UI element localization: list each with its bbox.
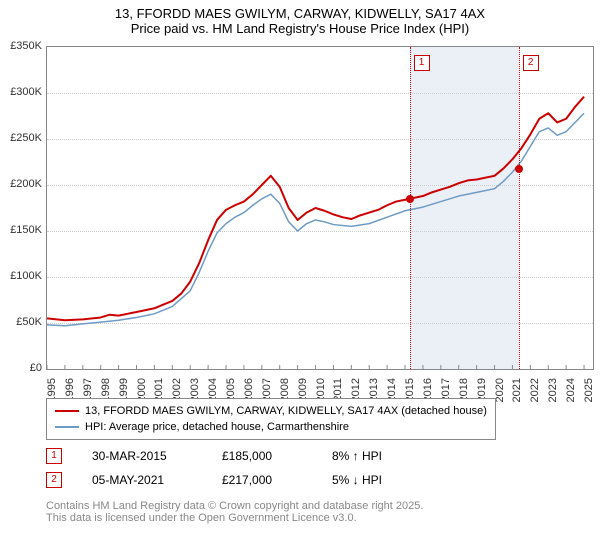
legend-item-hpi: HPI: Average price, detached house, Carm… (55, 419, 487, 435)
chart-wrap: £0£50K£100K£150K£200K£250K£300K£350K 12 … (0, 46, 600, 390)
sale-price-2: £217,000 (222, 473, 302, 487)
x-tick-label: 2025 (583, 378, 595, 402)
plot-area: 12 (46, 46, 594, 370)
x-tick-label: 2024 (565, 378, 577, 402)
sales-table: 1 30-MAR-2015 £185,000 8% ↑ HPI 2 05-MAY… (46, 444, 422, 492)
y-tick-label: £50K (16, 316, 42, 328)
legend-swatch-property (55, 410, 79, 412)
chart-marker-2: 2 (523, 55, 539, 71)
sale-date-1: 30-MAR-2015 (92, 449, 192, 463)
x-tick-label: 2021 (511, 378, 523, 402)
sales-row-2: 2 05-MAY-2021 £217,000 5% ↓ HPI (46, 468, 422, 492)
chart-lines (47, 47, 593, 369)
sale-date-2: 05-MAY-2021 (92, 473, 192, 487)
x-tick-label: 2022 (529, 378, 541, 402)
sale-delta-1: 8% ↑ HPI (332, 449, 422, 463)
footer-line-2: This data is licensed under the Open Gov… (46, 512, 423, 524)
title-line-2: Price paid vs. HM Land Registry's House … (0, 21, 600, 36)
y-tick-label: £200K (10, 178, 42, 190)
y-tick-label: £0 (30, 362, 42, 374)
sale-delta-2: 5% ↓ HPI (332, 473, 422, 487)
sale-point (515, 165, 523, 173)
legend-label-property: 13, FFORDD MAES GWILYM, CARWAY, KIDWELLY… (85, 405, 487, 417)
title-line-1: 13, FFORDD MAES GWILYM, CARWAY, KIDWELLY… (0, 6, 600, 21)
footer-line-1: Contains HM Land Registry data © Crown c… (46, 500, 423, 512)
chart-container: 13, FFORDD MAES GWILYM, CARWAY, KIDWELLY… (0, 0, 600, 560)
sale-marker-2: 2 (46, 472, 62, 488)
footer: Contains HM Land Registry data © Crown c… (46, 500, 423, 524)
legend-swatch-hpi (55, 426, 79, 428)
legend-item-property: 13, FFORDD MAES GWILYM, CARWAY, KIDWELLY… (55, 403, 487, 419)
sales-row-1: 1 30-MAR-2015 £185,000 8% ↑ HPI (46, 444, 422, 468)
chart-marker-1: 1 (414, 55, 430, 71)
sale-price-1: £185,000 (222, 449, 302, 463)
legend-label-hpi: HPI: Average price, detached house, Carm… (85, 421, 349, 433)
title-block: 13, FFORDD MAES GWILYM, CARWAY, KIDWELLY… (0, 0, 600, 36)
y-tick-label: £250K (10, 132, 42, 144)
y-tick-label: £350K (10, 40, 42, 52)
y-tick-label: £100K (10, 270, 42, 282)
legend: 13, FFORDD MAES GWILYM, CARWAY, KIDWELLY… (46, 398, 496, 440)
x-tick-label: 2023 (547, 378, 559, 402)
y-tick-label: £150K (10, 224, 42, 236)
sale-point (406, 195, 414, 203)
sale-marker-1: 1 (46, 448, 62, 464)
y-tick-label: £300K (10, 86, 42, 98)
y-axis-labels: £0£50K£100K£150K£200K£250K£300K£350K (0, 46, 44, 370)
